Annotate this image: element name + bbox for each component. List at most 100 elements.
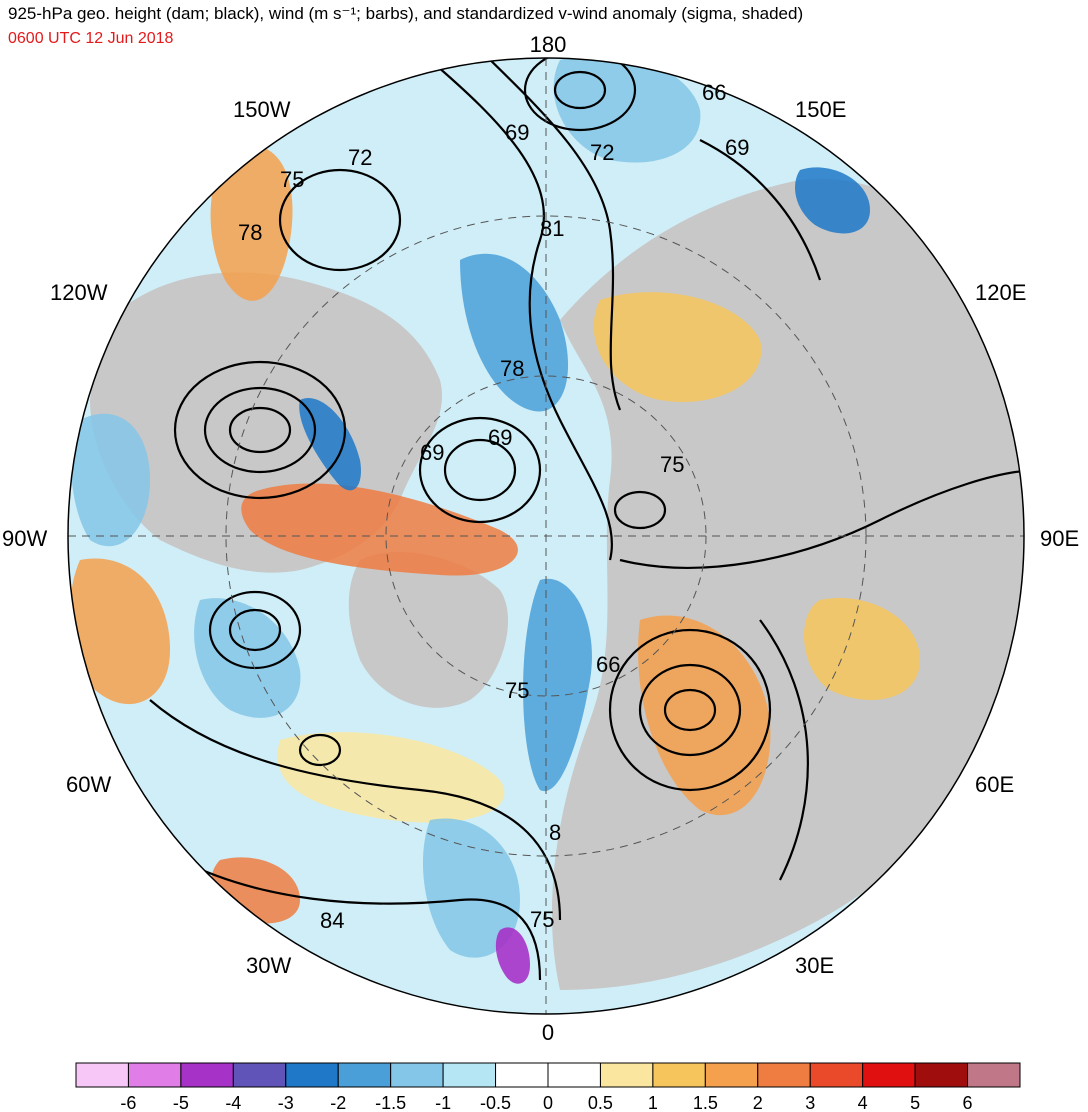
anomaly-patch (553, 58, 701, 163)
lon-label-120e: 120E (975, 280, 1026, 305)
colorbar-swatch (390, 1062, 444, 1088)
colorbar-tick-label: 1.5 (693, 1093, 718, 1112)
colorbar-tick-label: -5 (173, 1093, 189, 1112)
contour-label: 75 (530, 907, 554, 932)
colorbar-tick-label: 5 (910, 1093, 920, 1112)
height-contour (228, 608, 282, 652)
colorbar-tick-label: -4 (225, 1093, 241, 1112)
lon-label-180: 180 (530, 32, 567, 57)
height-contour (469, 58, 622, 411)
map-boundary (67, 57, 1025, 1015)
anomaly-patch (71, 413, 150, 547)
anomaly-patch (523, 578, 592, 792)
contour-label: 72 (590, 140, 614, 165)
map-disk (68, 58, 1024, 1014)
lon-label-30w: 30W (246, 953, 291, 978)
colorbar-swatch (652, 1062, 706, 1088)
anomaly-patch (593, 292, 762, 402)
height-contour (443, 438, 517, 502)
colorbar-swatch (547, 1062, 601, 1088)
latitude-circle (225, 215, 867, 857)
height-contour (523, 58, 637, 132)
colorbar-swatch (337, 1062, 392, 1088)
lon-label-90w: 90W (2, 526, 47, 551)
lon-label-150e: 150E (795, 97, 846, 122)
contour-label: 75 (505, 678, 529, 703)
colorbar: -6 -5 -4 -3 -2 -1.5 -1 -0.5 0 0.5 1 1.5 2 3 4 5 6 (75, 1062, 1021, 1112)
height-contour (418, 416, 542, 524)
height-contour (228, 406, 292, 454)
anomaly-patch (241, 483, 518, 576)
colorbar-swatch (914, 1062, 969, 1088)
lon-label-0: 0 (542, 1020, 554, 1045)
valid-time: 0600 UTC 12 Jun 2018 (8, 30, 174, 47)
anomaly-patch (495, 927, 530, 984)
colorbar-swatch (967, 1062, 1021, 1088)
graticule (68, 58, 1024, 1014)
contour-label: 75 (280, 167, 304, 192)
anomaly-shading (70, 58, 920, 984)
height-contour (278, 168, 402, 272)
colorbar-swatch (180, 1062, 234, 1088)
height-contour (179, 859, 542, 981)
height-contour (613, 490, 667, 530)
lon-label-90e: 90E (1040, 526, 1079, 551)
contour-label: 72 (348, 145, 372, 170)
height-contour (638, 663, 742, 757)
height-contour (203, 386, 317, 474)
colorbar-swatch (862, 1062, 916, 1088)
colorbar-tick-label: 6 (963, 1093, 973, 1112)
anomaly-patch (422, 818, 520, 958)
height-contour (699, 139, 822, 281)
colorbar-swatch (757, 1062, 811, 1088)
colorbar-tick-label: -1 (435, 1093, 451, 1112)
contour-label: 8 (549, 820, 561, 845)
colorbar-swatch (704, 1062, 759, 1088)
contour-labels: 66 69 72 81 69 75 72 78 78 69 69 75 66 7… (238, 80, 749, 933)
contour-label: 75 (660, 452, 684, 477)
colorbar-swatch (495, 1062, 549, 1088)
height-contour (173, 360, 347, 500)
contour-label: 66 (596, 652, 620, 677)
height-contour (608, 628, 772, 792)
colorbar-tick-label: -2 (330, 1093, 346, 1112)
colorbar-tick-label: 4 (858, 1093, 868, 1112)
anomaly-patch (795, 167, 870, 234)
colorbar-tick-label: -0.5 (480, 1093, 511, 1112)
contour-label: 78 (238, 220, 262, 245)
colorbar-tick-label: 0 (543, 1093, 553, 1112)
lon-label-60e: 60E (975, 772, 1014, 797)
height-contour (663, 688, 717, 732)
colorbar-swatch (285, 1062, 339, 1088)
anomaly-patch (210, 145, 293, 301)
contour-label: 81 (540, 216, 564, 241)
colorbar-swatch (127, 1062, 182, 1088)
latitude-circle (385, 375, 707, 697)
lon-label-30e: 30E (795, 953, 834, 978)
colorbar-tick-label: 2 (753, 1093, 763, 1112)
contour-label: 66 (702, 80, 726, 105)
height-contour (429, 59, 614, 561)
anomaly-patch (70, 558, 170, 705)
colorbar-swatch (75, 1062, 129, 1088)
anomaly-patch (277, 732, 505, 823)
anomaly-patch (803, 598, 920, 700)
colorbar-swatch (442, 1062, 497, 1088)
colorbar-tick-label: 1 (648, 1093, 658, 1112)
height-contour (553, 70, 607, 110)
contour-label: 69 (420, 440, 444, 465)
colorbar-tick-label: -3 (278, 1093, 294, 1112)
contour-label: 84 (320, 908, 344, 933)
contour-label: 69 (505, 120, 529, 145)
contour-label: 69 (725, 135, 749, 160)
colorbar-swatch (809, 1062, 864, 1088)
longitude-labels: 180 150E 120E 90E 60E 30E 0 30W 60W 90W … (2, 32, 1079, 1045)
colorbar-tick-label: -6 (120, 1093, 136, 1112)
anomaly-patch (194, 598, 301, 718)
height-contour (759, 619, 809, 881)
height-contour (298, 733, 342, 767)
anomaly-patch (638, 615, 771, 816)
colorbar-swatch (232, 1062, 287, 1088)
lon-label-150w: 150W (233, 97, 291, 122)
